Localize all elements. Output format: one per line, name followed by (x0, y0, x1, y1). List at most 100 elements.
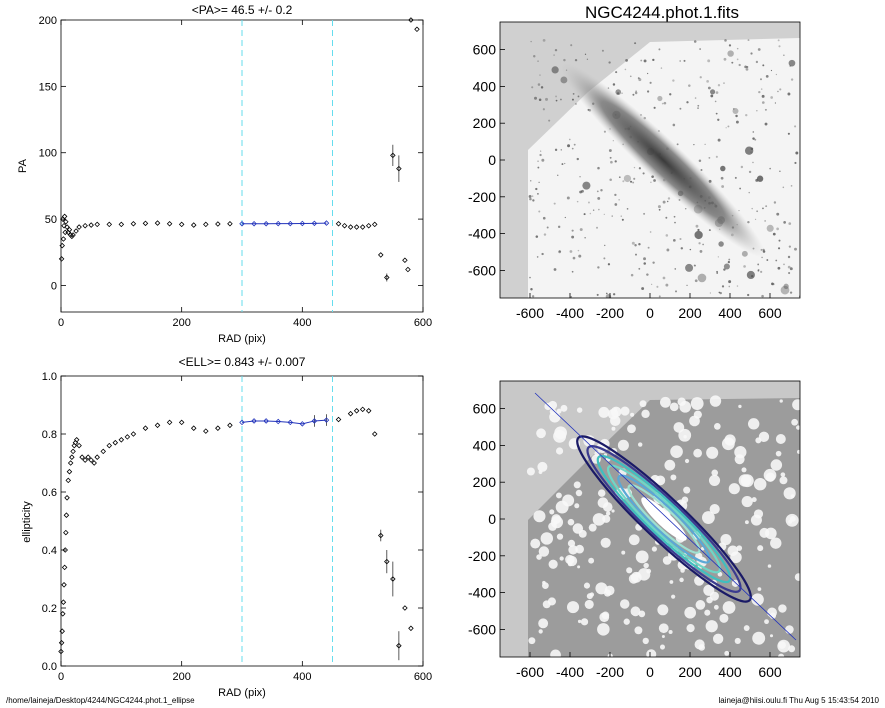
star (715, 112, 718, 115)
star (672, 123, 676, 127)
residual-blob (728, 483, 740, 495)
star (761, 101, 765, 104)
data-point (63, 218, 69, 225)
x-tick-label: 200 (678, 664, 702, 680)
data-point (323, 417, 330, 423)
star (557, 225, 561, 229)
residual-blob (791, 418, 799, 426)
residual-blob (580, 618, 589, 626)
star (721, 285, 725, 288)
data-point (88, 222, 94, 228)
fit-line (241, 419, 327, 425)
star (757, 263, 760, 266)
data-point (142, 220, 149, 227)
star (537, 83, 541, 86)
residual-blob (701, 511, 715, 524)
data-point (178, 221, 185, 228)
star (566, 196, 570, 200)
star (720, 176, 724, 180)
isophote-contour (627, 484, 701, 554)
star (542, 108, 545, 111)
star (697, 107, 699, 109)
star (540, 150, 542, 152)
star (563, 58, 566, 62)
data-point (347, 224, 354, 230)
star (789, 267, 793, 271)
star (530, 287, 533, 291)
residual-blob (759, 527, 770, 538)
star (679, 107, 682, 110)
residual-blob (709, 504, 720, 515)
residual-blob (617, 439, 629, 451)
residual-blob (627, 424, 636, 434)
residual-blob (641, 409, 650, 419)
residual-blob (588, 523, 597, 532)
star (751, 207, 753, 210)
star (674, 221, 676, 224)
data-point (154, 422, 161, 429)
star (775, 259, 778, 262)
x-tick-label: 400 (718, 664, 742, 680)
y-tick-label: 100 (39, 148, 57, 160)
x-tick-label: 200 (172, 317, 190, 329)
residual-blob (778, 641, 786, 649)
star (698, 159, 702, 162)
y-tick-label: 50 (45, 214, 57, 226)
star (643, 262, 646, 265)
y-tick-label: -400 (468, 585, 496, 601)
residual-blob (536, 428, 546, 439)
star (542, 39, 546, 42)
data-point (106, 442, 113, 449)
residual-blob (592, 513, 606, 526)
data-point (371, 221, 378, 228)
star (660, 67, 663, 69)
star (656, 285, 659, 288)
star (716, 270, 718, 273)
star (744, 146, 754, 155)
data-point (166, 220, 173, 227)
data-point (408, 17, 414, 23)
star (646, 273, 649, 276)
residual-blob (659, 644, 666, 650)
star (553, 268, 557, 271)
residual-blob (620, 406, 630, 416)
star (679, 60, 682, 62)
star (752, 161, 754, 164)
star (689, 248, 692, 251)
data-point (402, 605, 408, 611)
star (694, 279, 698, 283)
star (603, 257, 606, 260)
residual-blob (706, 446, 719, 459)
star (747, 293, 750, 297)
star (652, 261, 655, 264)
star (693, 40, 697, 43)
residual-blob (555, 500, 569, 514)
residual-blob (679, 577, 684, 583)
star (717, 84, 721, 87)
pa-ticks: 0 200 400 600 0 50 100 150 200 (39, 15, 433, 329)
y-tick-label: 0.8 (42, 429, 57, 441)
data-point (118, 221, 125, 228)
data-point (402, 257, 408, 264)
star (723, 57, 727, 61)
star (756, 175, 764, 182)
star (773, 201, 777, 204)
residual-blob (711, 469, 719, 477)
data-point (61, 564, 68, 571)
residual-blob (751, 497, 757, 503)
star (625, 59, 628, 62)
x-tick-label: 600 (414, 317, 432, 329)
residual-blob (623, 618, 630, 625)
star (663, 101, 667, 105)
star (788, 59, 796, 67)
residual-blob (657, 604, 669, 616)
residual-blob (724, 650, 730, 656)
star (609, 178, 612, 182)
star (683, 59, 686, 62)
y-tick-label: 200 (39, 15, 57, 27)
residual-blob (602, 502, 613, 512)
residual-blob (721, 437, 735, 451)
residual-blob (574, 503, 580, 509)
star (721, 185, 725, 188)
